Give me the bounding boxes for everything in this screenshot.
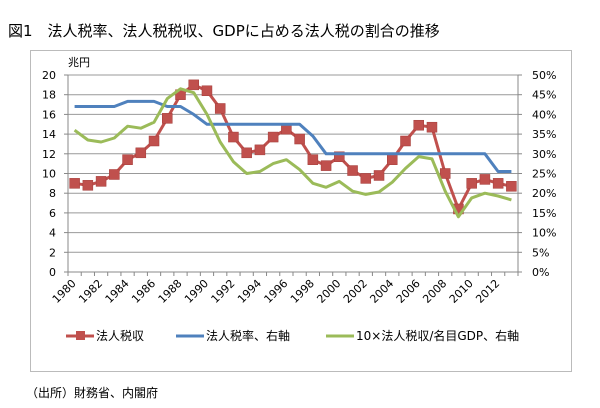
data-point-marker <box>373 170 385 181</box>
y-right-tick-label: 20% <box>532 187 556 200</box>
y-left-tick-label: 14 <box>42 128 56 141</box>
y-right-tick-label: 10% <box>532 227 556 240</box>
series-line-1 <box>74 99 512 173</box>
data-point-marker <box>479 174 491 185</box>
x-tick-label: 2006 <box>394 277 423 306</box>
y-right-tick-label: 30% <box>532 148 556 161</box>
data-point-marker <box>135 147 147 159</box>
y-left-tick-label: 0 <box>49 266 56 279</box>
data-point-marker <box>228 131 239 143</box>
x-tick-label: 1994 <box>235 277 264 306</box>
data-point-marker <box>267 131 279 143</box>
chart-frame <box>30 50 572 372</box>
x-tick-label: 1982 <box>76 277 105 306</box>
series-line-0 <box>74 83 512 211</box>
data-point-marker <box>334 151 345 163</box>
x-tick-label: 1988 <box>156 277 185 306</box>
legend-marker <box>76 331 85 340</box>
y-left-tick-label: 18 <box>42 89 56 102</box>
data-point-marker <box>347 165 358 176</box>
source-note: （出所）財務省、内閣府 <box>26 386 159 400</box>
x-tick-label: 1990 <box>182 277 211 306</box>
data-point-marker <box>162 113 173 124</box>
x-tick-label: 1984 <box>103 277 132 306</box>
data-point-marker <box>426 121 438 133</box>
y-left-tick-label: 10 <box>42 168 56 181</box>
x-tick-label: 1986 <box>129 277 158 306</box>
x-tick-label: 2002 <box>341 277 370 306</box>
data-point-marker <box>466 178 477 189</box>
y-right-tick-label: 50% <box>532 69 556 82</box>
y-right-tick-label: 5% <box>532 246 549 259</box>
data-point-marker <box>201 85 213 97</box>
y-left-tick-label: 16 <box>42 108 56 121</box>
data-point-marker <box>214 103 226 114</box>
data-point-marker <box>320 160 332 171</box>
y-right-tick-label: 40% <box>532 108 556 121</box>
y-left-tick-label: 2 <box>49 246 56 259</box>
series-line-2 <box>73 87 512 219</box>
x-tick-label: 1996 <box>262 277 291 306</box>
y-right-tick-label: 0% <box>532 266 549 279</box>
x-tick-label: 2010 <box>447 277 476 306</box>
x-tick-label: 2008 <box>420 277 449 306</box>
data-point-marker <box>307 154 319 165</box>
data-point-marker <box>69 178 80 189</box>
y-left-tick-label: 6 <box>49 207 56 220</box>
y-left-tick-label: 20 <box>42 69 56 82</box>
data-point-marker <box>109 169 120 180</box>
y-right-tick-label: 15% <box>532 207 556 220</box>
x-tick-label: 2004 <box>367 277 396 306</box>
y-right-tick-label: 25% <box>532 168 556 181</box>
x-tick-label: 1998 <box>288 277 317 306</box>
data-point-marker <box>95 176 107 187</box>
data-point-marker <box>254 144 266 156</box>
data-point-marker <box>122 154 133 165</box>
chart-title: 図1 法人税率、法人税税収、GDPに占める法人税の割合の推移 <box>8 22 440 40</box>
x-tick-label: 1992 <box>209 277 238 306</box>
data-point-marker <box>400 135 411 147</box>
y-left-tick-label: 4 <box>49 227 56 240</box>
data-point-marker <box>492 178 504 189</box>
y-left-tick-label: 8 <box>49 187 56 200</box>
x-tick-label: 2000 <box>314 277 343 306</box>
legend-label-2: 10×法人税収/名目GDP、右軸 <box>356 328 519 343</box>
legend-label-1: 法人税率、右軸 <box>206 328 290 343</box>
data-point-marker <box>506 181 517 192</box>
data-point-marker <box>241 147 252 159</box>
y-left-axis-title: 兆円 <box>68 56 90 69</box>
data-point-marker <box>387 154 398 165</box>
x-tick-label: 2012 <box>473 277 502 306</box>
y-right-tick-label: 45% <box>532 89 556 102</box>
x-tick-label: 1980 <box>50 277 79 306</box>
data-point-marker <box>439 168 451 179</box>
data-point-marker <box>82 180 94 191</box>
legend-label-0: 法人税収 <box>96 329 144 343</box>
data-point-marker <box>360 173 372 184</box>
y-left-tick-label: 12 <box>42 148 56 161</box>
data-point-marker <box>188 79 199 91</box>
data-point-marker <box>294 133 305 145</box>
data-point-marker <box>413 119 424 131</box>
y-right-tick-label: 35% <box>532 128 556 141</box>
data-point-marker <box>148 135 160 147</box>
